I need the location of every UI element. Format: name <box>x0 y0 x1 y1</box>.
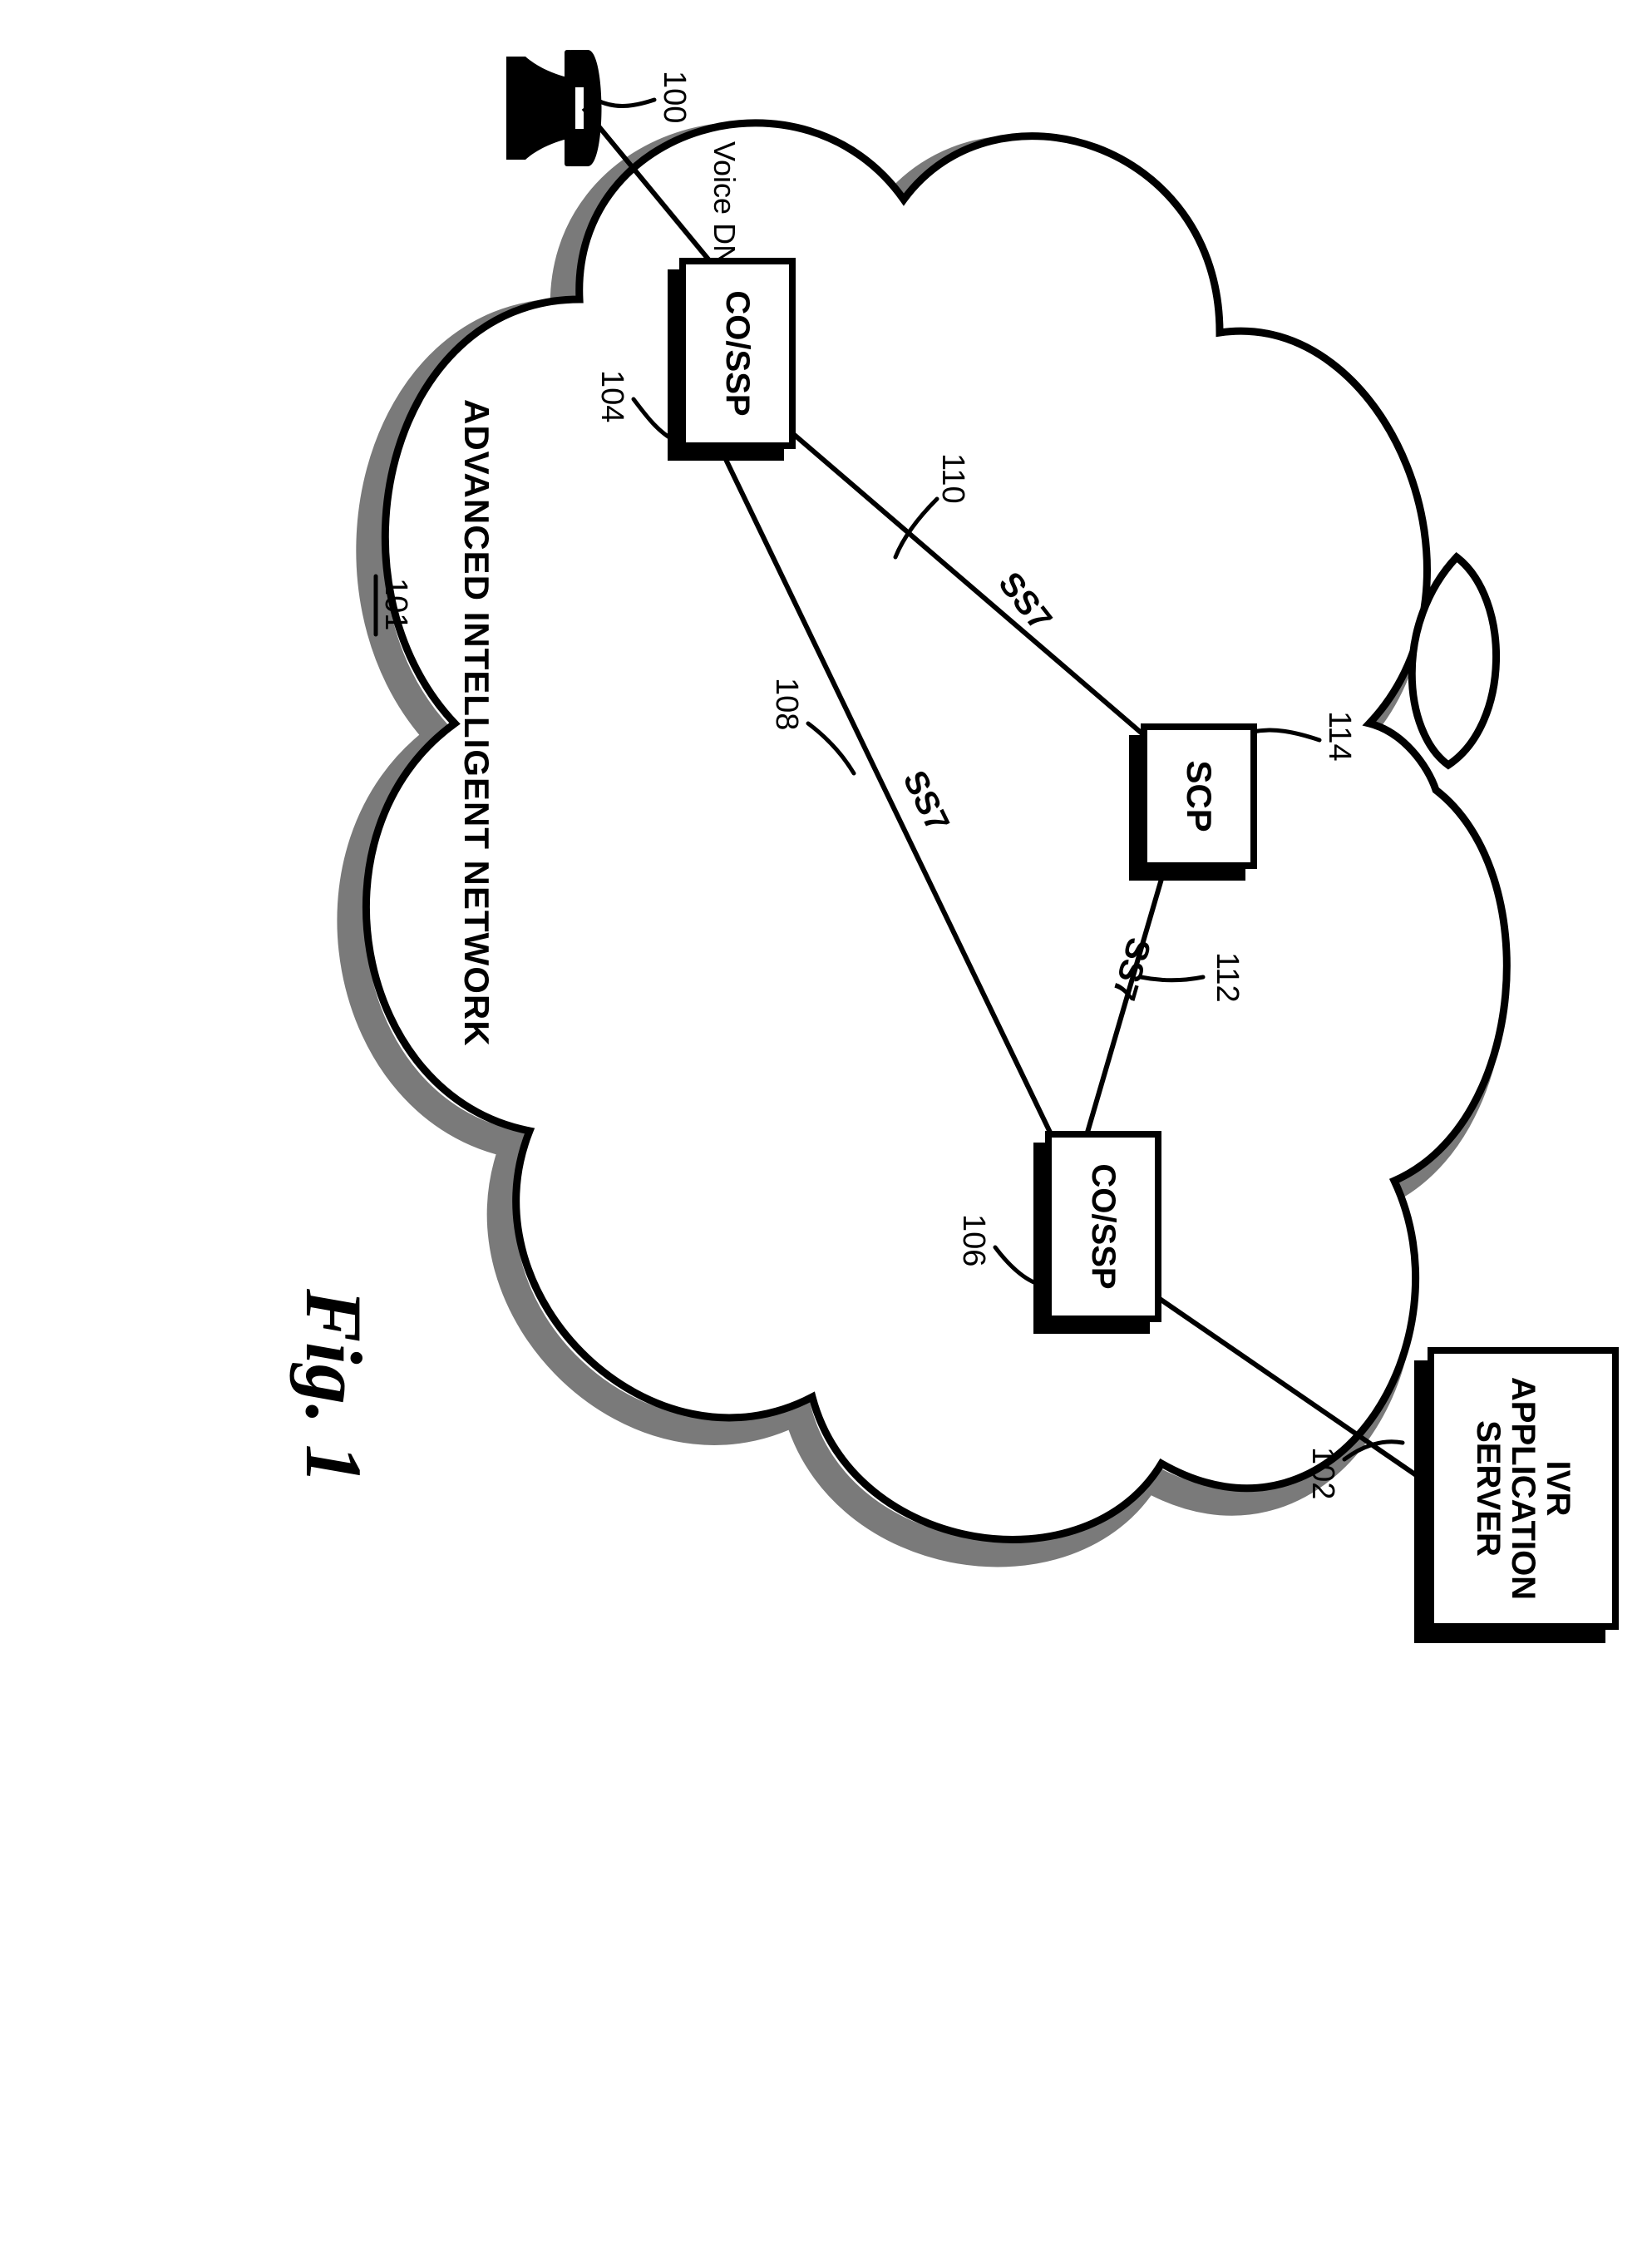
cossp-right-box: CO/SSP <box>1045 1131 1161 1322</box>
ref-101: 101 <box>377 578 413 630</box>
cossp-left-label: CO/SSP <box>719 290 757 416</box>
ref-104: 104 <box>594 370 629 422</box>
cossp-left-box: CO/SSP <box>679 258 796 449</box>
cossp-right-label: CO/SSP <box>1085 1163 1122 1289</box>
ref-100: 100 <box>656 71 692 123</box>
ref-114: 114 <box>1321 711 1357 762</box>
telephone-icon <box>506 50 602 166</box>
scp-label: SCP <box>1179 760 1219 832</box>
ivr-label: IVR APPLICATION SERVER <box>1471 1354 1576 1623</box>
ref-102: 102 <box>1304 1447 1340 1499</box>
figure-label: Fig. 1 <box>288 1289 380 1484</box>
scp-box: SCP <box>1141 723 1257 869</box>
cloud-title: ADVANCED INTELLIGENT NETWORK <box>456 399 496 1047</box>
ref-112: 112 <box>1209 952 1245 1003</box>
diagram-canvas: IVR APPLICATION SERVER SCP CO/SSP CO/SSP… <box>0 0 1652 2246</box>
ivr-box: IVR APPLICATION SERVER <box>1428 1347 1619 1630</box>
svg-stage <box>0 0 1652 2246</box>
ref-108: 108 <box>768 678 804 730</box>
ref-110: 110 <box>934 453 970 504</box>
ref-106: 106 <box>955 1214 991 1266</box>
voice-dn-label: Voice DN <box>707 141 742 266</box>
